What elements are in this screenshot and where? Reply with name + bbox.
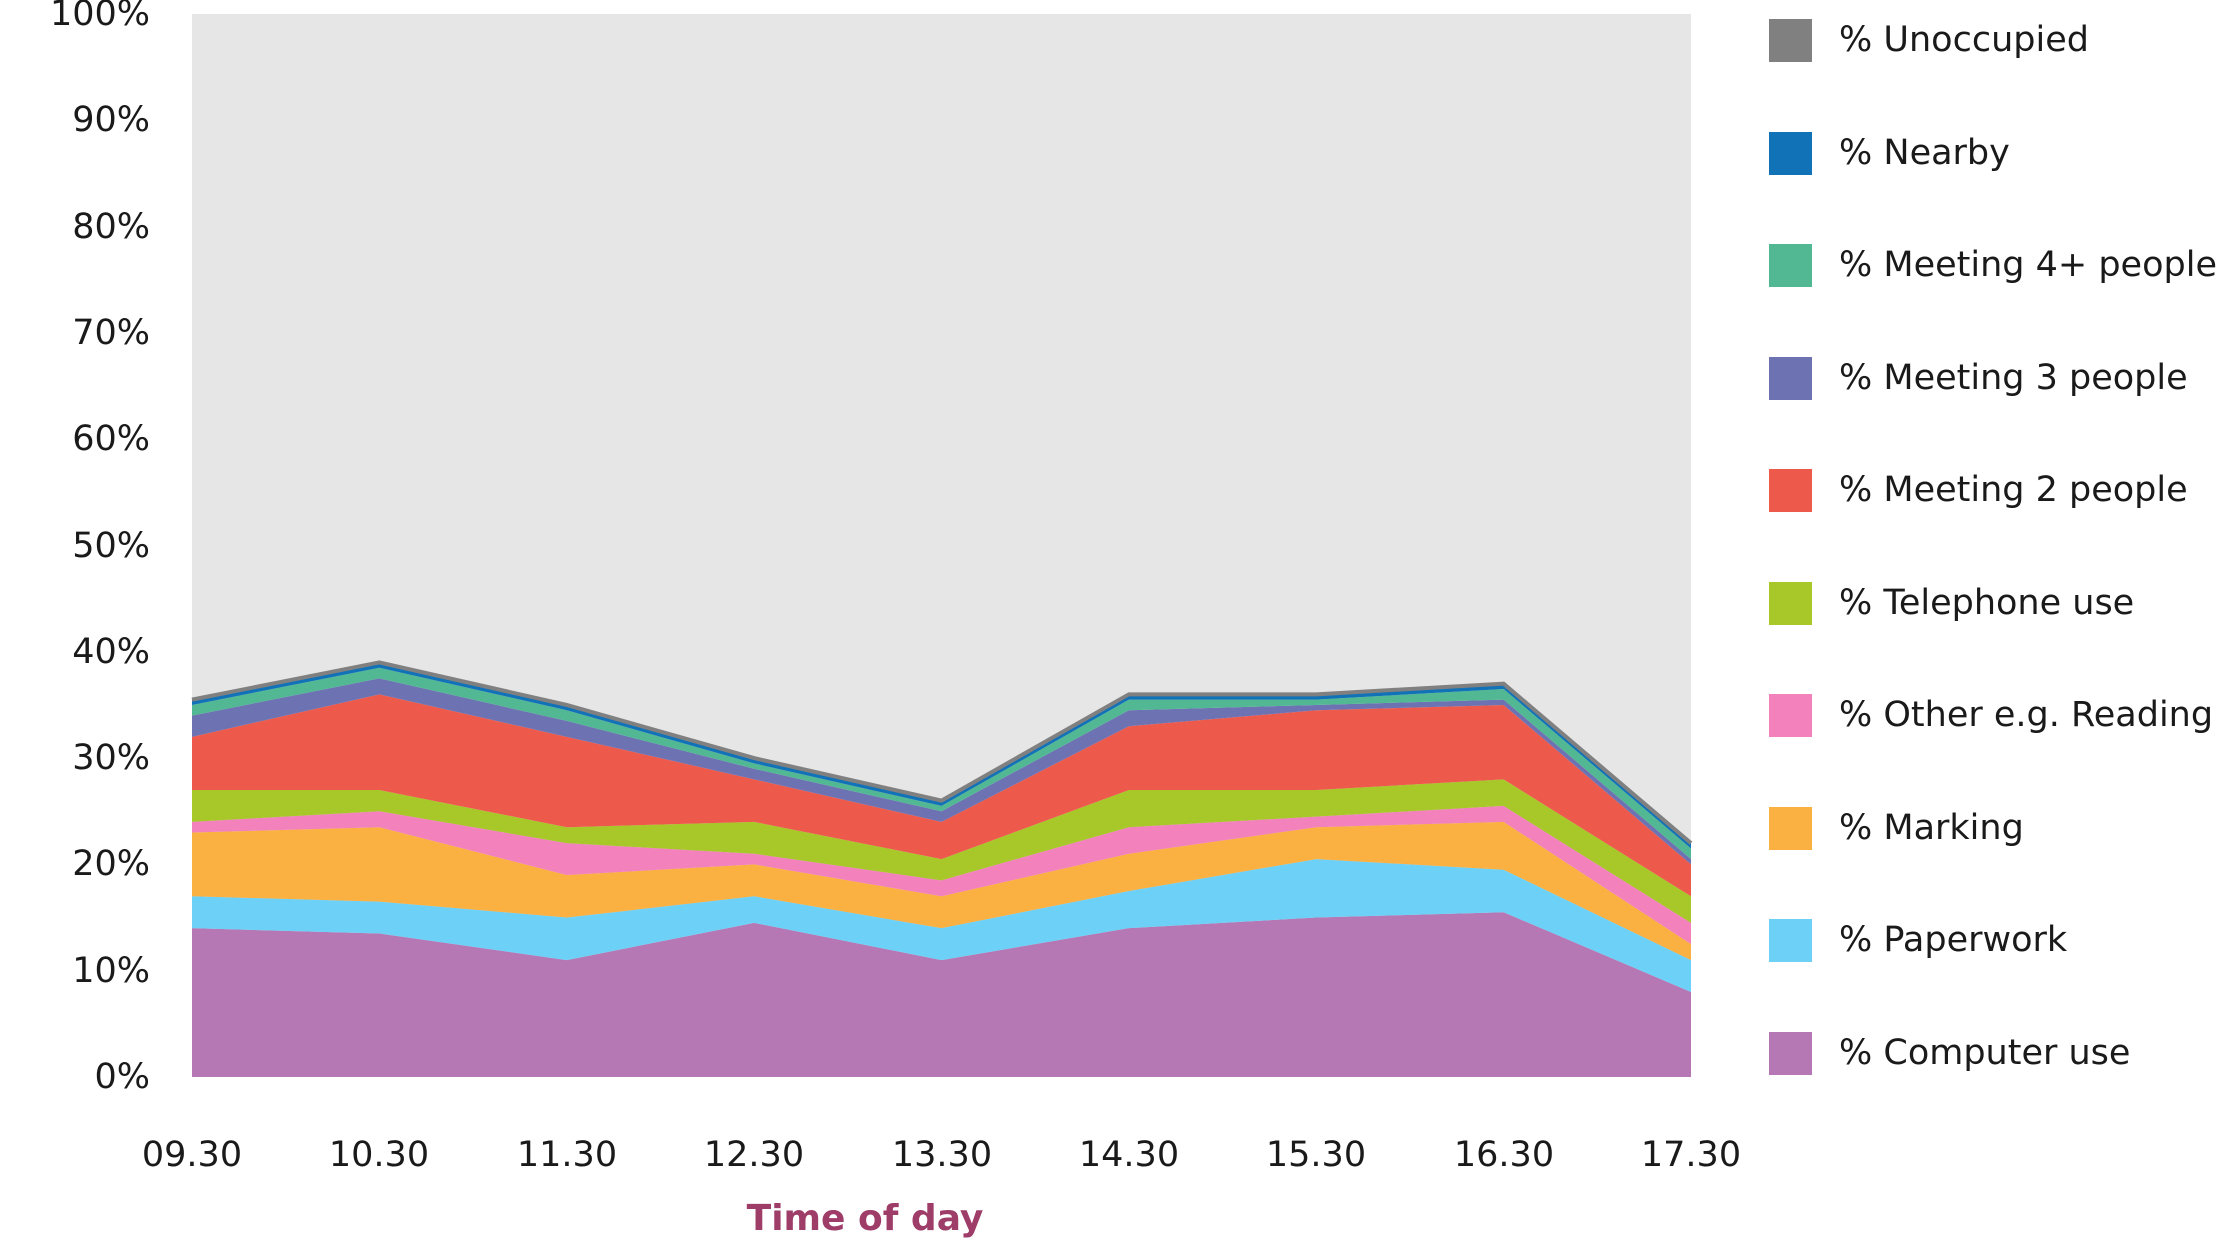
y-tick-label: 60%: [72, 419, 150, 459]
legend-label: % Telephone use: [1839, 583, 2135, 623]
y-tick-label: 100%: [49, 0, 150, 34]
x-tick-label: 15.30: [1265, 1135, 1367, 1175]
area-series-other-e-g-reading: [192, 805, 1691, 945]
legend-label: % Unoccupied: [1839, 20, 2089, 60]
legend-label: % Marking: [1839, 808, 2024, 848]
y-tick-label: 40%: [72, 632, 150, 672]
legend-label: % Paperwork: [1839, 920, 2068, 960]
legend-swatch: [1769, 806, 1812, 850]
legend-item-unoccupied: % Unoccupied: [1769, 18, 2089, 62]
legend-item-paperwork: % Paperwork: [1769, 918, 2067, 962]
legend-label: % Nearby: [1839, 133, 2010, 173]
y-tick-label: 20%: [72, 844, 150, 884]
legend-swatch: [1769, 131, 1812, 175]
legend-label: % Meeting 4+ people: [1839, 245, 2217, 285]
unoccupied-border-line: [191, 660, 1693, 845]
x-axis-title: Time of day: [746, 1198, 984, 1239]
legend-label: % Other e.g. Reading: [1839, 695, 2214, 735]
legend-item-computer-use: % Computer use: [1769, 1031, 2130, 1075]
legend-swatch: [1769, 918, 1812, 962]
x-tick-label: 16.30: [1453, 1135, 1555, 1175]
x-tick-label: 14.30: [1078, 1135, 1180, 1175]
area-series-marking: [192, 821, 1691, 961]
legend-item-meeting-4-people: % Meeting 4+ people: [1769, 243, 2217, 287]
y-tick-label: 70%: [72, 313, 150, 353]
area-series-meeting-3-people: [192, 678, 1691, 865]
legend-swatch: [1769, 18, 1812, 62]
y-tick-label: 90%: [72, 100, 150, 140]
legend-item-telephone-use: % Telephone use: [1769, 581, 2134, 625]
y-tick-label: 50%: [72, 526, 150, 566]
area-series-meeting-2-people: [192, 694, 1691, 897]
y-tick-label: 30%: [72, 738, 150, 778]
legend-swatch: [1769, 693, 1812, 737]
legend-label: % Computer use: [1839, 1033, 2131, 1073]
area-series-telephone-use: [192, 779, 1691, 923]
legend-item-meeting-3-people: % Meeting 3 people: [1769, 356, 2188, 400]
x-tick-label: 12.30: [703, 1135, 805, 1175]
legend-label: % Meeting 3 people: [1839, 358, 2188, 398]
legend-item-meeting-2-people: % Meeting 2 people: [1769, 468, 2188, 512]
x-tick-label: 09.30: [141, 1135, 243, 1175]
area-series-meeting-4-people: [192, 667, 1691, 860]
x-tick-label: 13.30: [891, 1135, 993, 1175]
y-tick-label: 10%: [72, 951, 150, 991]
legend-item-marking: % Marking: [1769, 806, 2024, 850]
legend-swatch: [1769, 356, 1812, 400]
x-tick-label: 17.30: [1640, 1135, 1742, 1175]
legend-item-other-e-g-reading: % Other e.g. Reading: [1769, 693, 2213, 737]
legend-item-nearby: % Nearby: [1769, 131, 2010, 175]
legend-swatch: [1769, 468, 1812, 512]
legend-swatch: [1769, 581, 1812, 625]
y-tick-label: 80%: [72, 207, 150, 247]
x-tick-label: 10.30: [328, 1135, 430, 1175]
area-series-computer-use: [192, 912, 1691, 1077]
legend: % Unoccupied % Nearby % Meeting 4+ people%…: [1769, 0, 2229, 1258]
legend-swatch: [1769, 1031, 1812, 1075]
area-series-nearby: [192, 662, 1691, 849]
legend-label: % Meeting 2 people: [1839, 470, 2188, 510]
y-tick-label: 0%: [94, 1057, 150, 1097]
area-series-paperwork: [192, 859, 1691, 992]
legend-swatch: [1769, 243, 1812, 287]
x-tick-label: 11.30: [516, 1135, 618, 1175]
